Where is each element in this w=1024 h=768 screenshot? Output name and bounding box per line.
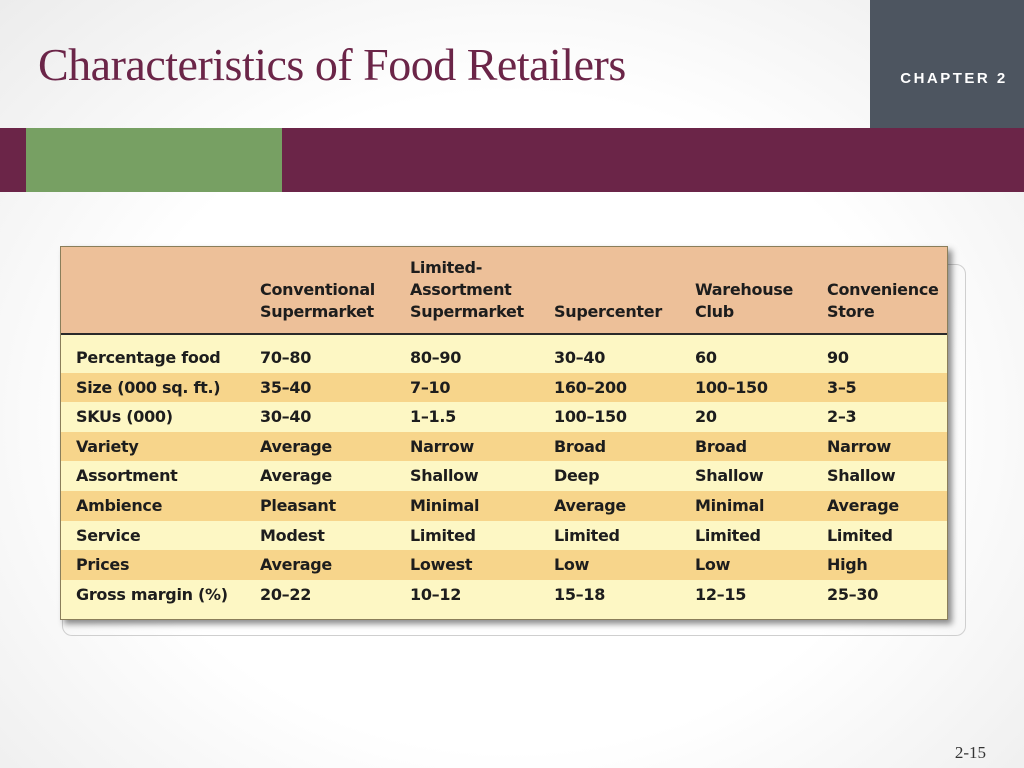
table-row: Ambience Pleasant Minimal Average Minima… [61,491,947,521]
table-cell: 25–30 [827,584,879,604]
table-row: Service Modest Limited Limited Limited L… [61,521,947,551]
table-cell: Low [554,555,590,575]
table-cell: Narrow [827,436,891,456]
table-cell: 3–5 [827,377,857,397]
slide-title: Characteristics of Food Retailers [38,39,626,90]
table-cell: 35–40 [260,377,312,397]
table-cell: 80–90 [410,348,462,367]
header-band-accent [26,128,282,192]
row-label: Prices [76,555,130,575]
row-label: Service [76,525,141,545]
header-cell-limited-assortment-supermarket: Limited- Assortment Supermarket [410,258,524,321]
chapter-label: CHAPTER 2 [900,69,1008,87]
table-cell: Minimal [410,496,480,515]
table-row: Prices Average Lowest Low Low High [61,550,947,580]
header-cell-supercenter: Supercenter [554,302,662,321]
table-cell: Limited [827,525,893,545]
table-cell: Minimal [695,496,765,515]
table-cell: Average [260,436,332,456]
table-cell: Average [827,496,899,515]
table-cell: Average [260,466,332,486]
row-label: Assortment [76,466,178,486]
table-cell: Narrow [410,436,474,456]
table-cell: 90 [827,348,849,367]
table-cell: Broad [554,436,606,456]
retailer-comparison-table: Conventional Supermarket Limited- Assort… [60,246,948,620]
table-cell: 15–18 [554,584,606,604]
header-cell-warehouse-club: Warehouse Club [695,280,794,321]
table-cell: Limited [695,525,761,545]
row-label: Percentage food [76,348,221,367]
table-cell: 20 [695,407,717,427]
row-label: SKUs (000) [76,407,173,427]
table-cell: 2–3 [827,407,857,427]
table-cell: 7–10 [410,377,451,397]
table-header-row: Conventional Supermarket Limited- Assort… [61,247,947,335]
row-label: Ambience [76,496,163,515]
header-band [0,128,1024,192]
table-cell: Shallow [827,466,896,486]
header-cell-conventional-supermarket: Conventional Supermarket [260,280,375,321]
table-cell: 20–22 [260,584,312,604]
page-number: 2-15 [954,743,986,762]
table-cell: High [827,555,868,575]
table-row: Gross margin (%) 20–22 10–12 15–18 12–15… [61,580,947,610]
row-label: Size (000 sq. ft.) [76,377,221,397]
table-cell: 100–150 [695,377,768,397]
table-row: SKUs (000) 30–40 1–1.5 100–150 20 2–3 [61,402,947,432]
table-cell: 30–40 [260,407,312,427]
table-cell: 160–200 [554,377,627,397]
table-cell: 1–1.5 [410,407,456,427]
table-row: Assortment Average Shallow Deep Shallow … [61,461,947,491]
row-label: Gross margin (%) [76,584,228,604]
chapter-box: CHAPTER 2 [870,0,1024,128]
table-cell: Lowest [410,555,473,575]
table-cell: 70–80 [260,348,312,367]
row-label: Variety [76,436,139,456]
table-cell: 30–40 [554,348,606,367]
table-cell: Pleasant [260,496,336,515]
table-row: Percentage food 70–80 80–90 30–40 60 90 [61,343,947,373]
table-cell: Broad [695,436,747,456]
table-cell: Shallow [410,466,479,486]
table-cell: Average [554,496,626,515]
table-cell: Average [260,555,332,575]
table-row: Variety Average Narrow Broad Broad Narro… [61,431,947,462]
table-cell: Shallow [695,466,764,486]
table-row: Size (000 sq. ft.) 35–40 7–10 160–200 10… [61,372,947,403]
table-cell: Modest [260,525,325,545]
table-cell: 12–15 [695,584,747,604]
table-cell: 10–12 [410,584,462,604]
table-cell: Limited [410,525,476,545]
table-cell: Deep [554,466,600,486]
table-cell: 100–150 [554,407,627,427]
table-cell: 60 [695,348,717,367]
table-cell: Limited [554,525,620,545]
table-cell: Low [695,555,731,575]
header-cell-convenience-store: Convenience Store [827,280,939,321]
